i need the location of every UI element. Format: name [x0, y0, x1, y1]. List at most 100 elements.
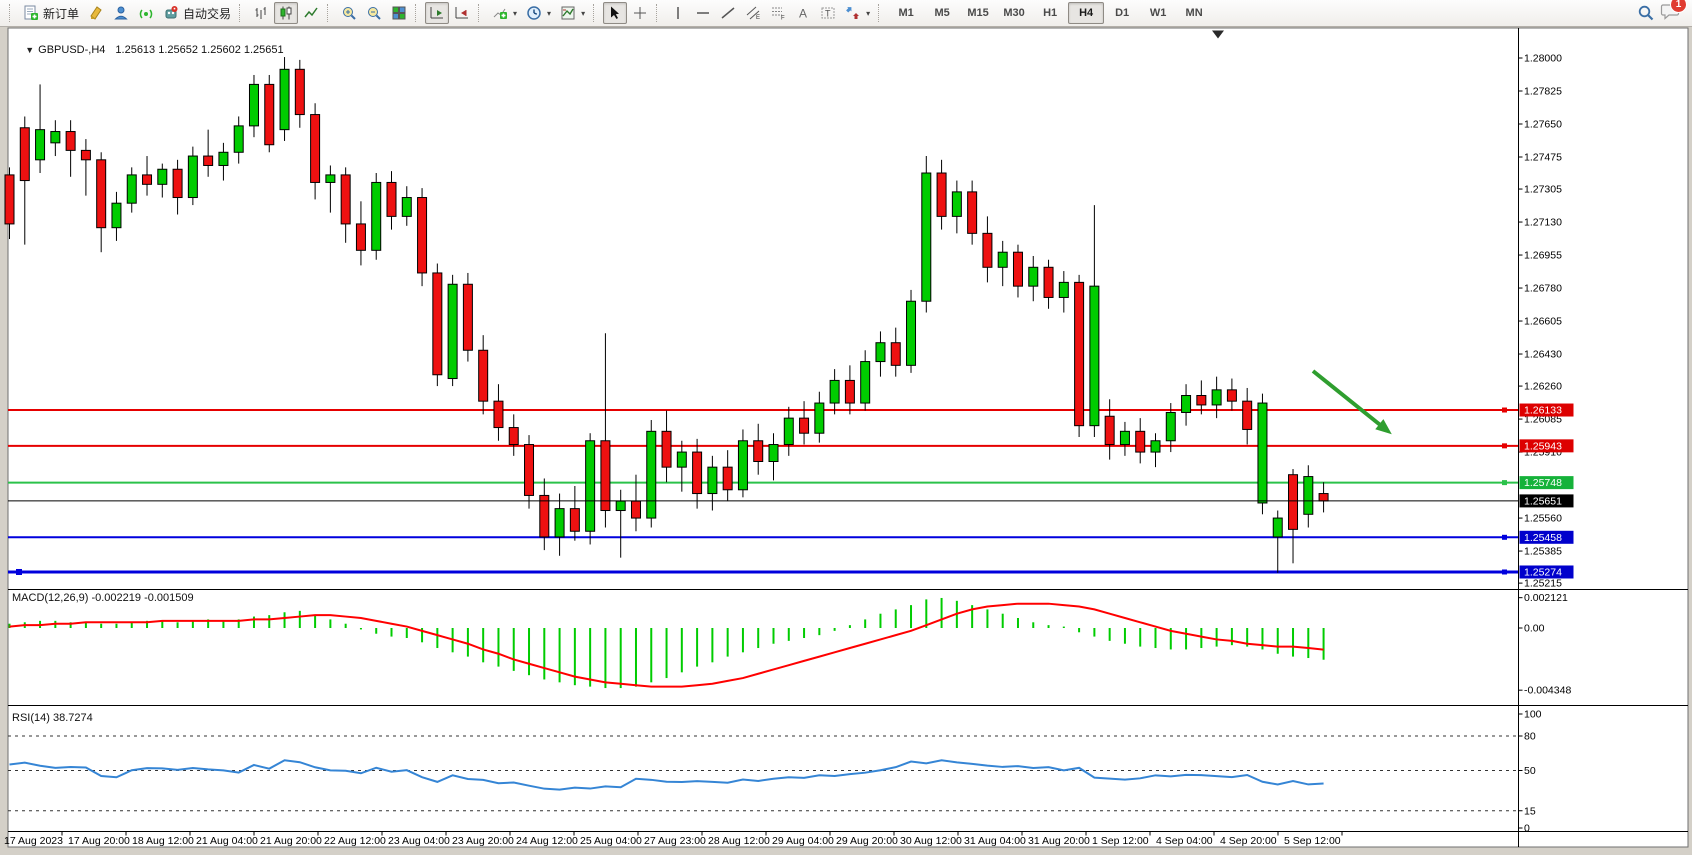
timeframe-w1[interactable]: W1: [1149, 7, 1167, 19]
svg-text:1.25274: 1.25274: [1524, 566, 1562, 578]
candle: [19, 116, 30, 245]
text-label-tool-button[interactable]: T: [816, 2, 840, 24]
candle: [1196, 380, 1207, 415]
cursor-button[interactable]: [603, 2, 628, 24]
svg-text:1.27650: 1.27650: [1524, 118, 1562, 130]
candle: [203, 129, 214, 177]
periods-button[interactable]: ▾: [522, 2, 555, 24]
candlestick-chart-icon: [278, 5, 294, 21]
auto-scroll-button[interactable]: [425, 2, 450, 24]
candle: [264, 74, 275, 153]
zoom-out-icon: [366, 5, 382, 21]
candle: [600, 333, 611, 528]
templates-button[interactable]: ▾: [556, 2, 589, 24]
svg-text:1.27305: 1.27305: [1524, 184, 1562, 196]
candle: [355, 201, 366, 266]
new-order-button[interactable]: 新订单: [19, 2, 83, 24]
date-axis[interactable]: 17 Aug 2023 17 Aug 20:00 18 Aug 12:00 21 Au…: [4, 831, 1343, 848]
svg-text:23 Aug 04:00: 23 Aug 04:00: [388, 835, 450, 847]
zoom-out-button[interactable]: [362, 2, 386, 24]
arrows-icon: [845, 5, 861, 21]
zoom-in-button[interactable]: [337, 2, 361, 24]
candle: [1242, 387, 1253, 445]
candle: [493, 384, 504, 441]
toolbar-grip: [239, 4, 244, 22]
svg-text:4 Sep 20:00: 4 Sep 20:00: [1220, 835, 1277, 847]
timeframe-m5[interactable]: M5: [934, 7, 950, 19]
svg-text:E: E: [756, 15, 760, 21]
svg-text:80: 80: [1524, 731, 1536, 743]
toolbar-grip: [593, 4, 598, 22]
autotrading-button[interactable]: 自动交易: [159, 2, 235, 24]
candle: [1135, 418, 1146, 464]
candle: [325, 165, 336, 213]
candle: [417, 188, 428, 287]
svg-text:4 Sep 04:00: 4 Sep 04:00: [1156, 835, 1213, 847]
candle: [1150, 433, 1161, 468]
hline-object-1.25458[interactable]: [8, 534, 1519, 540]
chart-title-quotes: 1.25613 1.25652 1.25602 1.25651: [115, 44, 284, 56]
candlestick-chart-button[interactable]: [274, 2, 299, 24]
svg-text:30 Aug 12:00: 30 Aug 12:00: [900, 835, 962, 847]
candle: [921, 156, 932, 313]
rsi-indicator-label: RSI(14) 38.7274: [12, 712, 93, 724]
fibonacci-tool-button[interactable]: F: [766, 2, 790, 24]
candle: [340, 167, 351, 243]
timeframe-m15[interactable]: M15: [967, 7, 989, 19]
channel-tool-button[interactable]: E: [741, 2, 765, 24]
symbol-dropdown-icon[interactable]: ▼: [25, 45, 35, 55]
tile-windows-icon: [391, 5, 407, 21]
candle: [676, 440, 687, 492]
svg-text:1.26955: 1.26955: [1524, 250, 1562, 262]
main-toolbar: 新订单 自动交易: [0, 0, 1692, 27]
timeframe-h4[interactable]: H4: [1068, 2, 1105, 24]
timeframe-h1[interactable]: H1: [1043, 7, 1058, 19]
bar-chart-button[interactable]: [249, 2, 273, 24]
indicators-icon: [492, 5, 508, 21]
candle: [1288, 469, 1299, 564]
indicators-button[interactable]: ▾: [488, 2, 521, 24]
chevron-down-icon: ▾: [547, 8, 552, 18]
price-axis[interactable]: 1.28000 1.27825 1.27650 1.27475 1.27305 1.271…: [1518, 28, 1574, 847]
chart-shift-button[interactable]: [450, 2, 474, 24]
svg-text:A: A: [799, 7, 807, 21]
candle: [722, 450, 733, 502]
svg-text:25 Aug 04:00: 25 Aug 04:00: [580, 835, 642, 847]
svg-text:0.002121: 0.002121: [1524, 592, 1568, 604]
svg-text:1.25748: 1.25748: [1524, 477, 1562, 489]
community-button[interactable]: [109, 2, 133, 24]
search-button[interactable]: [1633, 2, 1659, 24]
chart-title-symbol: GBPUSD-,H4: [38, 44, 106, 56]
macd-pane: [8, 597, 1325, 689]
candle: [401, 186, 412, 226]
hline-object-1.25274[interactable]: [8, 568, 1519, 575]
notification-badge: 1: [1670, 0, 1687, 13]
candle: [1165, 403, 1176, 453]
chart-shift-marker[interactable]: [1212, 30, 1224, 39]
text-tool-button[interactable]: A: [791, 2, 815, 24]
trendline-tool-button[interactable]: [716, 2, 740, 24]
svg-text:31 Aug 20:00: 31 Aug 20:00: [1028, 835, 1090, 847]
trend-arrow-object[interactable]: [1311, 369, 1392, 435]
vertical-line-tool-button[interactable]: [666, 2, 690, 24]
chat-button[interactable]: 1: [1660, 0, 1687, 25]
horizontal-line-tool-button[interactable]: [691, 2, 715, 24]
rsi-pane: [8, 735, 1519, 812]
timeframe-d1[interactable]: D1: [1115, 7, 1130, 19]
tile-windows-button[interactable]: [387, 2, 411, 24]
candle: [65, 120, 76, 177]
timeframe-m30[interactable]: M30: [1003, 7, 1025, 19]
signals-button[interactable]: [134, 2, 158, 24]
arrows-tool-button[interactable]: ▾: [841, 2, 874, 24]
price-badge-1.25943: 1.25943: [1519, 439, 1574, 453]
timeframe-mn[interactable]: MN: [1185, 7, 1203, 19]
candle: [692, 438, 703, 509]
svg-text:1.25215: 1.25215: [1524, 578, 1562, 590]
timeframe-m1[interactable]: M1: [898, 7, 914, 19]
vertical-line-icon: [670, 5, 686, 21]
metaeditor-button[interactable]: [84, 2, 108, 24]
line-chart-button[interactable]: [299, 2, 323, 24]
crosshair-button[interactable]: [628, 2, 652, 24]
candle: [707, 455, 718, 511]
